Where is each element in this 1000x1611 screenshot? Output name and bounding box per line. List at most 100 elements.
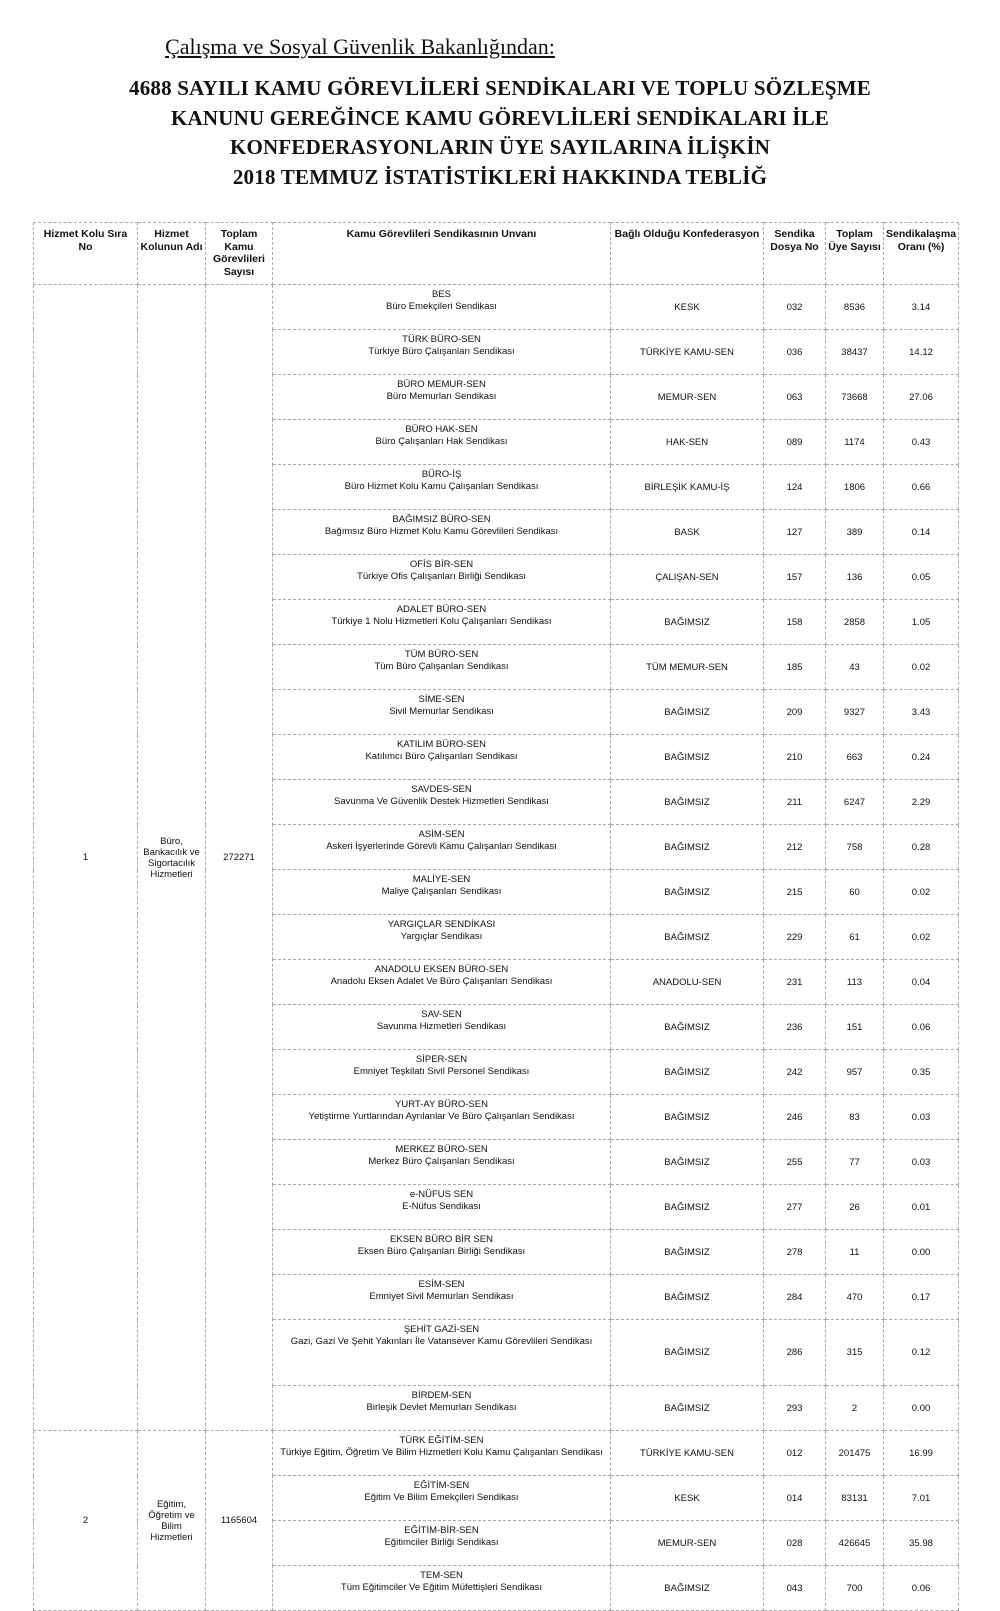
union-title: BİRDEM-SEN Birleşik Devlet Memurları Send… bbox=[272, 1385, 611, 1431]
member-count: 38437 bbox=[825, 329, 884, 375]
union-title: ESİM-SEN Emniyet Sivil Memurları Sendikas… bbox=[272, 1274, 611, 1320]
union-short-name: SAV-SEN bbox=[421, 1009, 462, 1020]
union-title: MALİYE-SEN Maliye Çalışanları Sendikası bbox=[272, 869, 611, 915]
unionization-rate: 0.35 bbox=[882, 1049, 960, 1095]
union-short-name: OFİS BİR-SEN bbox=[409, 559, 474, 570]
unionization-rate: 0.02 bbox=[882, 644, 960, 690]
file-no: 246 bbox=[763, 1094, 826, 1140]
union-short-name: ADALET BÜRO-SEN bbox=[396, 604, 487, 615]
union-short-name: BÜRO MEMUR-SEN bbox=[397, 379, 486, 390]
unionization-rate: 0.03 bbox=[882, 1094, 960, 1140]
table-row: ŞEHİT GAZİ-SEN Gazi, Gazi Ve Şehit Yakınl… bbox=[34, 1319, 960, 1386]
union-full-name: Sivil Memurlar Sendikası bbox=[389, 706, 494, 717]
union-full-name: Birleşik Devlet Memurları Sendikası bbox=[366, 1402, 517, 1413]
col-header-rate: Sendikalaşma Oranı (%) bbox=[882, 222, 960, 285]
union-short-name: MALİYE-SEN bbox=[412, 874, 471, 885]
union-full-name: Türkiye Eğitim, Öğretim Ve Bilim Hizmetl… bbox=[280, 1447, 603, 1458]
file-no: 215 bbox=[763, 869, 826, 915]
union-full-name: Eğitim Ve Bilim Emekçileri Sendikası bbox=[364, 1492, 519, 1503]
file-no: 209 bbox=[763, 689, 826, 735]
col-header-confederation: Bağlı Olduğu Konfederasyon bbox=[610, 222, 764, 285]
file-no: 278 bbox=[763, 1229, 826, 1275]
union-short-name: ŞEHİT GAZİ-SEN bbox=[403, 1324, 480, 1335]
union-title: ŞEHİT GAZİ-SEN Gazi, Gazi Ve Şehit Yakınl… bbox=[272, 1319, 611, 1386]
unionization-rate: 0.06 bbox=[882, 1004, 960, 1050]
member-count: 77 bbox=[825, 1139, 884, 1185]
file-no: 255 bbox=[763, 1139, 826, 1185]
col-header-members: Toplam Üye Sayısı bbox=[825, 222, 884, 285]
total-employees: 272271 bbox=[205, 284, 273, 1431]
unionization-rate: 0.03 bbox=[882, 1139, 960, 1185]
union-full-name: Eğitimciler Birliği Sendikası bbox=[384, 1537, 499, 1548]
union-full-name: Türkiye Ofis Çalışanları Birliği Sendika… bbox=[357, 571, 526, 582]
table-row: ANADOLU EKSEN BÜRO-SEN Anadolu Eksen Adal… bbox=[34, 959, 960, 1005]
table-row: MERKEZ BÜRO-SEN Merkez Büro Çalışanları S… bbox=[34, 1139, 960, 1185]
union-full-name: Maliye Çalışanları Sendikası bbox=[381, 886, 502, 897]
union-full-name: Merkez Büro Çalışanları Sendikası bbox=[368, 1156, 515, 1167]
unionization-rate: 3.14 bbox=[882, 284, 960, 330]
confederation: BİRLEŞİK KAMU-İŞ bbox=[610, 464, 764, 510]
member-count: 83 bbox=[825, 1094, 884, 1140]
union-title: ASİM-SEN Askeri İşyerlerinde Görevli Kamu… bbox=[272, 824, 611, 870]
union-short-name: MERKEZ BÜRO-SEN bbox=[395, 1144, 488, 1155]
union-short-name: EĞİTİM-BİR-SEN bbox=[404, 1525, 479, 1536]
member-count: 61 bbox=[825, 914, 884, 960]
union-short-name: BÜRO HAK-SEN bbox=[405, 424, 478, 435]
union-short-name: KATILIM BÜRO-SEN bbox=[396, 739, 487, 750]
union-title: SİPER-SEN Emniyet Teşkilatı Sivil Persone… bbox=[272, 1049, 611, 1095]
unionization-rate: 0.06 bbox=[882, 1565, 960, 1611]
union-short-name: ANADOLU EKSEN BÜRO-SEN bbox=[374, 964, 509, 975]
union-full-name: Emniyet Teşkilatı Sivil Personel Sendika… bbox=[353, 1066, 530, 1077]
table-row: ASİM-SEN Askeri İşyerlerinde Görevli Kamu… bbox=[34, 824, 960, 870]
file-no: 277 bbox=[763, 1184, 826, 1230]
file-no: 231 bbox=[763, 959, 826, 1005]
union-title: YURT-AY BÜRO-SEN Yetiştirme Yurtlarından … bbox=[272, 1094, 611, 1140]
union-short-name: TÜRK BÜRO-SEN bbox=[402, 334, 481, 345]
member-count: 201475 bbox=[825, 1430, 884, 1476]
union-title: e-NÜFUS SEN E-Nüfus Sendikası bbox=[272, 1184, 611, 1230]
confederation: KESK bbox=[610, 1475, 764, 1521]
file-no: 124 bbox=[763, 464, 826, 510]
table-row: TÜM BÜRO-SEN Tüm Büro Çalışanları Sendika… bbox=[34, 644, 960, 690]
union-title: EĞİTİM-SEN Eğitim Ve Bilim Emekçileri Sen… bbox=[272, 1475, 611, 1521]
table-row: 2 Eğitim, Öğretim ve Bilim Hizmetleri 1165… bbox=[33, 1430, 960, 1611]
table-row: EĞİTİM-SEN Eğitim Ve Bilim Emekçileri Sen… bbox=[34, 1475, 960, 1521]
file-no: 157 bbox=[763, 554, 826, 600]
union-full-name: E-Nüfus Sendikası bbox=[402, 1201, 481, 1212]
union-title: EĞİTİM-BİR-SEN Eğitimciler Birliği Sendik… bbox=[272, 1520, 611, 1566]
union-title: TEM-SEN Tüm Eğitimciler Ve Eğitim Müfetti… bbox=[272, 1565, 611, 1611]
unionization-rate: 16.99 bbox=[882, 1430, 960, 1476]
union-short-name: BAĞIMSIZ BÜRO-SEN bbox=[392, 514, 491, 525]
union-short-name: SİPER-SEN bbox=[415, 1054, 468, 1065]
union-short-name: EĞİTİM-SEN bbox=[413, 1480, 470, 1491]
union-full-name: Tüm Eğitimciler Ve Eğitim Müfettişleri S… bbox=[340, 1582, 543, 1593]
document-title: 4688 SAYILI KAMU GÖREVLİLERİ SENDİKALARI… bbox=[0, 74, 1000, 192]
union-short-name: SİME-SEN bbox=[418, 694, 465, 705]
file-no: 127 bbox=[763, 509, 826, 555]
union-short-name: TÜM BÜRO-SEN bbox=[404, 649, 479, 660]
confederation: BAĞIMSIZ bbox=[610, 1565, 764, 1611]
file-no: 012 bbox=[763, 1430, 826, 1476]
member-count: 389 bbox=[825, 509, 884, 555]
table-row: YURT-AY BÜRO-SEN Yetiştirme Yurtlarından … bbox=[34, 1094, 960, 1140]
unionization-rate: 0.12 bbox=[882, 1319, 960, 1386]
confederation: BAĞIMSIZ bbox=[610, 689, 764, 735]
member-count: 9327 bbox=[825, 689, 884, 735]
union-title: YARGIÇLAR SENDİKASI Yargıçlar Sendikası bbox=[272, 914, 611, 960]
member-count: 2858 bbox=[825, 599, 884, 645]
table-row: BAĞIMSIZ BÜRO-SEN Bağımsız Büro Hizmet Ko… bbox=[34, 509, 960, 555]
union-title: SAV-SEN Savunma Hizmetleri Sendikası bbox=[272, 1004, 611, 1050]
col-header-service-no: Hizmet Kolu Sıra No bbox=[33, 222, 138, 285]
member-count: 1174 bbox=[825, 419, 884, 465]
union-full-name: Büro Memurları Sendikası bbox=[386, 391, 497, 402]
unionization-rate: 7.01 bbox=[882, 1475, 960, 1521]
member-count: 151 bbox=[825, 1004, 884, 1050]
union-full-name: Askeri İşyerlerinde Görevli Kamu Çalışan… bbox=[326, 841, 557, 852]
table-row: SİPER-SEN Emniyet Teşkilatı Sivil Persone… bbox=[34, 1049, 960, 1095]
unionization-rate: 0.02 bbox=[882, 869, 960, 915]
union-title: BES Büro Emekçileri Sendikası bbox=[272, 284, 611, 330]
col-header-file-no: Sendika Dosya No bbox=[763, 222, 826, 285]
union-title: MERKEZ BÜRO-SEN Merkez Büro Çalışanları S… bbox=[272, 1139, 611, 1185]
title-line: KONFEDERASYONLARIN ÜYE SAYILARINA İLİŞKİ… bbox=[229, 135, 771, 159]
file-no: 242 bbox=[763, 1049, 826, 1095]
